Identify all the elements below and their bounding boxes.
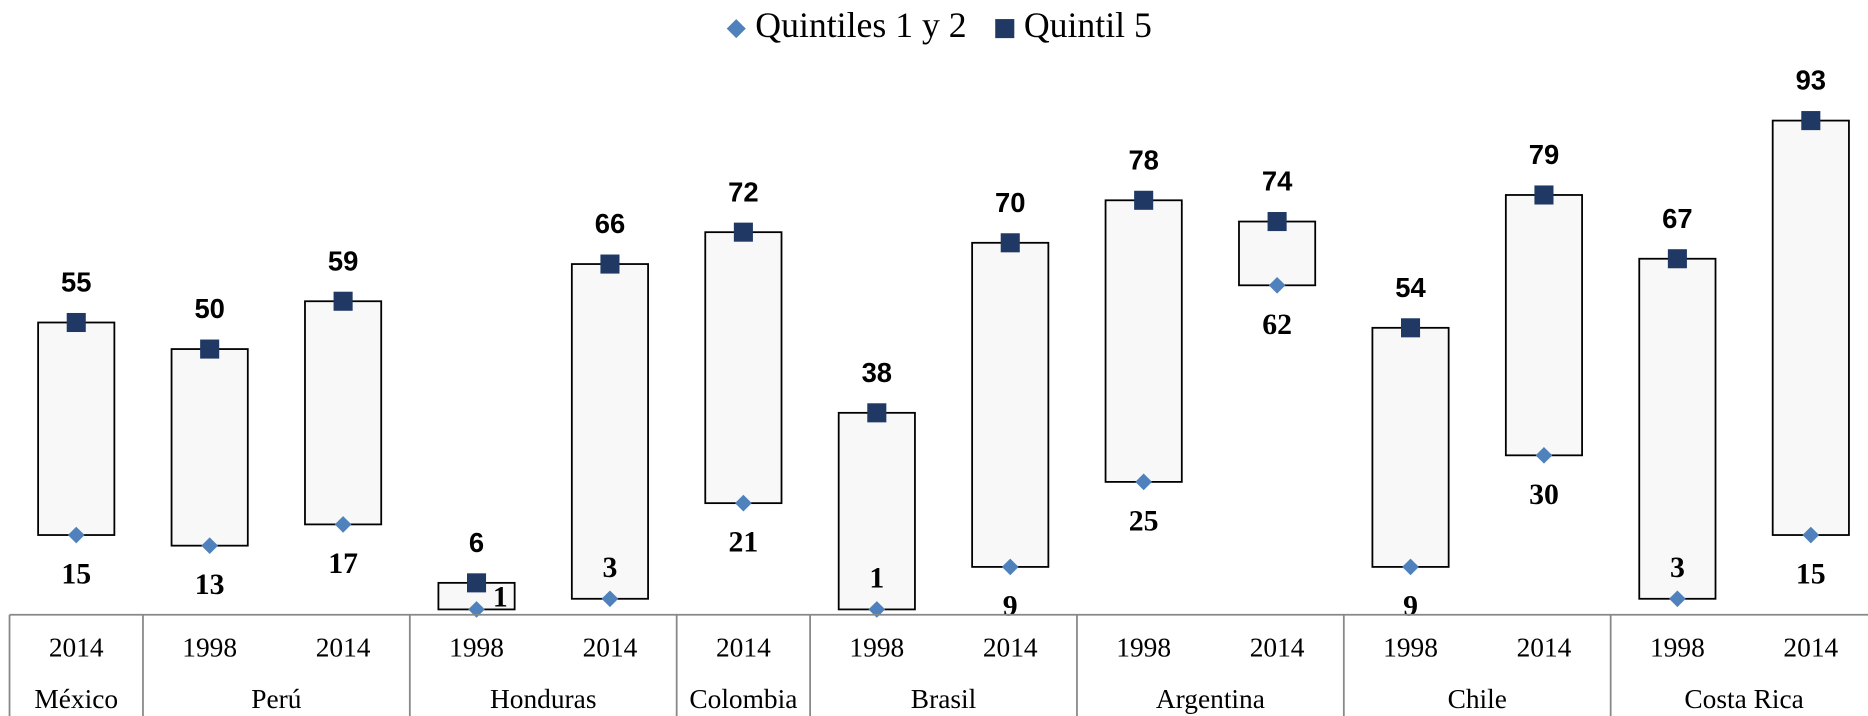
group-label: Colombia bbox=[689, 684, 797, 714]
square-marker bbox=[1134, 190, 1154, 210]
x-tick-label: 2014 bbox=[583, 633, 638, 663]
diamond-marker bbox=[601, 590, 619, 608]
low-value-label: 9 bbox=[1403, 589, 1418, 622]
x-tick-label: 2014 bbox=[983, 633, 1038, 663]
square-marker bbox=[1667, 249, 1687, 269]
high-value-label: 67 bbox=[1662, 203, 1692, 234]
range-box bbox=[304, 300, 383, 526]
high-value-label: 54 bbox=[1395, 272, 1426, 303]
high-value-label: 50 bbox=[194, 293, 224, 324]
low-value-label: 3 bbox=[1670, 551, 1685, 584]
range-box bbox=[37, 321, 116, 536]
high-value-label: 66 bbox=[595, 208, 625, 239]
low-value-label: 15 bbox=[61, 558, 91, 591]
diamond-marker bbox=[334, 516, 352, 533]
square-marker bbox=[1801, 111, 1821, 131]
legend-marker bbox=[726, 19, 746, 39]
square-marker bbox=[1000, 233, 1020, 253]
x-tick-label: 2014 bbox=[716, 633, 771, 663]
high-value-label: 6 bbox=[469, 527, 484, 558]
high-value-label: 38 bbox=[862, 357, 892, 388]
x-tick-label: 1998 bbox=[1383, 633, 1438, 663]
legend-label: Quintiles 1 y 2 bbox=[755, 5, 966, 45]
square-marker bbox=[1267, 212, 1287, 232]
group-label: Perú bbox=[251, 684, 302, 714]
high-value-label: 55 bbox=[61, 267, 91, 298]
diamond-marker bbox=[201, 537, 219, 554]
group-label: Costa Rica bbox=[1684, 684, 1803, 714]
group-label: Argentina bbox=[1156, 684, 1265, 714]
group-label: Chile bbox=[1448, 684, 1507, 714]
range-box bbox=[1504, 194, 1583, 457]
diamond-marker bbox=[468, 601, 485, 618]
low-value-label: 3 bbox=[603, 551, 618, 584]
legend-marker bbox=[995, 19, 1015, 39]
square-marker bbox=[333, 291, 353, 311]
square-marker bbox=[867, 403, 887, 423]
square-marker bbox=[600, 254, 620, 274]
range-box bbox=[837, 411, 916, 611]
x-tick-label: 2014 bbox=[1783, 633, 1838, 663]
low-value-label: 25 bbox=[1129, 504, 1159, 537]
range-box bbox=[1238, 220, 1317, 287]
x-tick-label: 1998 bbox=[449, 633, 504, 663]
high-value-label: 79 bbox=[1529, 139, 1559, 170]
high-value-label: 93 bbox=[1796, 65, 1826, 96]
low-value-label: 30 bbox=[1529, 478, 1559, 511]
x-tick-label: 1998 bbox=[849, 633, 904, 663]
x-tick-label: 2014 bbox=[1517, 633, 1572, 663]
low-value-label: 1 bbox=[493, 581, 508, 614]
diamond-marker bbox=[1135, 473, 1153, 491]
range-box bbox=[1104, 199, 1183, 483]
square-marker bbox=[66, 312, 86, 333]
group-label: México bbox=[34, 684, 118, 714]
diamond-marker bbox=[1535, 446, 1553, 464]
square-marker bbox=[467, 573, 487, 593]
x-tick-label: 1998 bbox=[182, 633, 237, 663]
diamond-marker bbox=[1669, 590, 1686, 608]
legend-label: Quintil 5 bbox=[1024, 5, 1152, 45]
high-value-label: 74 bbox=[1262, 166, 1293, 197]
x-tick-label: 1998 bbox=[1116, 633, 1171, 663]
diamond-marker bbox=[1268, 276, 1286, 294]
x-tick-label: 2014 bbox=[1250, 633, 1305, 663]
high-value-label: 78 bbox=[1128, 144, 1158, 175]
x-tick-label: 2014 bbox=[316, 633, 371, 663]
square-marker bbox=[200, 339, 220, 359]
square-marker bbox=[1534, 185, 1554, 205]
group-label: Brasil bbox=[911, 684, 977, 714]
group-label: Honduras bbox=[490, 684, 597, 714]
square-marker bbox=[1401, 318, 1421, 338]
low-value-label: 1 bbox=[869, 562, 884, 595]
range-box bbox=[1771, 119, 1850, 536]
range-box bbox=[1638, 257, 1717, 600]
high-value-label: 70 bbox=[995, 187, 1025, 218]
range-box bbox=[704, 231, 783, 505]
square-marker bbox=[733, 222, 753, 242]
low-value-label: 62 bbox=[1262, 308, 1292, 341]
range-box bbox=[971, 241, 1050, 568]
x-tick-label: 2014 bbox=[49, 633, 104, 663]
low-value-label: 17 bbox=[328, 547, 358, 580]
range-box bbox=[1371, 326, 1450, 568]
low-value-label: 9 bbox=[1003, 589, 1018, 622]
high-value-label: 72 bbox=[728, 176, 758, 207]
x-tick-label: 1998 bbox=[1650, 633, 1705, 663]
high-value-label: 59 bbox=[328, 245, 358, 276]
diamond-marker bbox=[868, 601, 886, 618]
range-box bbox=[570, 263, 649, 600]
range-box bbox=[170, 348, 249, 547]
low-value-label: 21 bbox=[729, 526, 759, 559]
diamond-marker bbox=[735, 494, 752, 512]
low-value-label: 13 bbox=[195, 568, 225, 601]
low-value-label: 15 bbox=[1796, 558, 1826, 591]
